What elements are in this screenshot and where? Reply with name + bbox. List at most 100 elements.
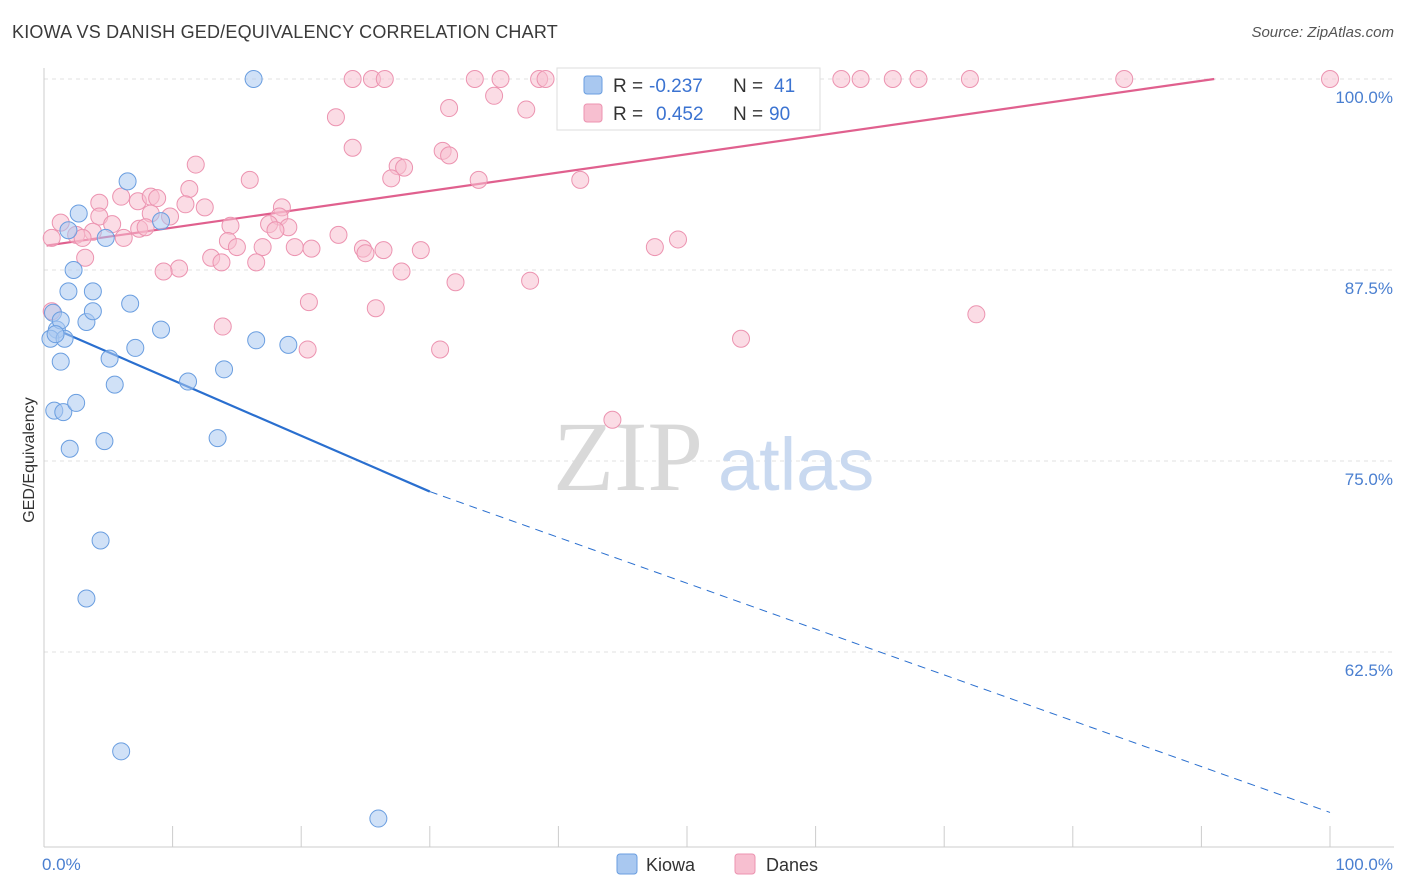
y-axis-label: GED/Equivalency <box>21 397 38 522</box>
legend-danes-r-label: R = <box>613 104 643 125</box>
danes-point-27 <box>186 155 205 174</box>
kiowa-point-0 <box>244 70 263 88</box>
kiowa-point-27 <box>67 393 86 412</box>
watermark: ZIP atlas <box>553 401 874 512</box>
kiowa-point-26 <box>54 403 73 422</box>
danes-point-58 <box>329 225 348 244</box>
kiowa-point-28 <box>95 432 114 451</box>
danes-point-78 <box>299 293 318 312</box>
kiowa-point-22 <box>215 360 234 379</box>
legend-kiowa-r-label: R = <box>613 76 643 97</box>
danes-point-83 <box>732 329 751 348</box>
kiowa-point-11 <box>83 282 102 301</box>
danes-point-19 <box>485 86 504 105</box>
danes-point-71 <box>76 248 95 267</box>
kiowa-point-12 <box>121 294 140 313</box>
data-points <box>41 70 1339 828</box>
chart-source: Source: ZipAtlas.com <box>1251 24 1394 41</box>
legend-danes-n-value: 90 <box>769 104 790 125</box>
danes-point-0 <box>343 70 362 88</box>
danes-point-33 <box>112 187 131 206</box>
danes-point-84 <box>967 305 986 324</box>
danes-point-11 <box>832 70 851 88</box>
kiowa-point-34 <box>369 809 388 828</box>
danes-point-82 <box>431 340 450 359</box>
danes-point-28 <box>382 169 401 188</box>
danes-point-14 <box>909 70 928 88</box>
kiowa-point-20 <box>51 352 70 371</box>
kiowa-trend-extension <box>429 491 1331 813</box>
danes-point-79 <box>366 299 385 318</box>
series-legend-danes-label: Danes <box>766 855 818 875</box>
danes-point-60 <box>253 238 272 257</box>
y-tick-label-0: 100.0% <box>1335 88 1393 107</box>
danes-point-31 <box>240 170 259 189</box>
kiowa-point-30 <box>60 439 79 458</box>
y-tick-label-3: 62.5% <box>1345 661 1393 680</box>
danes-point-17 <box>1321 70 1339 88</box>
kiowa-point-16 <box>152 320 171 339</box>
legend-kiowa-n-value: 41 <box>774 76 795 97</box>
kiowa-point-23 <box>105 375 124 394</box>
x-tick-label-left: 0.0% <box>42 855 81 874</box>
danes-point-50 <box>136 218 155 237</box>
danes-point-4 <box>491 70 510 88</box>
legend-danes-swatch <box>583 103 603 123</box>
kiowa-point-33 <box>112 742 131 761</box>
danes-point-32 <box>180 180 199 199</box>
danes-point-2 <box>375 70 394 88</box>
danes-point-66 <box>411 241 430 260</box>
y-tick-label-1: 87.5% <box>1345 279 1393 298</box>
legend-danes-r-value: 0.452 <box>656 104 704 125</box>
danes-point-81 <box>298 340 317 359</box>
danes-point-26 <box>395 158 414 177</box>
kiowa-point-24 <box>179 372 198 391</box>
danes-point-55 <box>73 228 92 247</box>
danes-point-18 <box>440 99 459 118</box>
danes-point-21 <box>326 108 345 127</box>
danes-point-85 <box>603 410 622 429</box>
kiowa-point-31 <box>91 531 110 550</box>
kiowa-point-3 <box>96 228 115 247</box>
series-legend-kiowa-swatch <box>616 853 638 875</box>
danes-trend-line <box>46 77 1215 247</box>
danes-point-77 <box>521 271 540 290</box>
danes-point-24 <box>440 146 459 165</box>
danes-point-65 <box>356 244 375 263</box>
danes-point-72 <box>247 253 266 272</box>
kiowa-point-4 <box>59 221 78 240</box>
danes-point-39 <box>195 198 214 217</box>
danes-point-61 <box>227 238 246 257</box>
legend-kiowa-r-value: -0.237 <box>649 76 703 97</box>
danes-point-87 <box>114 228 133 247</box>
danes-point-76 <box>446 273 465 292</box>
kiowa-point-35 <box>152 212 171 231</box>
legend-kiowa-n-label: N = <box>733 76 763 97</box>
danes-point-30 <box>571 170 590 189</box>
trend-lines <box>46 77 1331 813</box>
series-legend-danes-swatch <box>734 853 756 875</box>
kiowa-point-18 <box>279 335 298 354</box>
danes-point-29 <box>469 170 488 189</box>
danes-point-68 <box>668 230 687 249</box>
kiowa-point-32 <box>77 589 96 608</box>
danes-point-3 <box>465 70 484 88</box>
legend-kiowa-swatch <box>583 75 603 95</box>
watermark-atlas: atlas <box>718 423 874 506</box>
danes-point-67 <box>645 238 664 257</box>
chart-title: KIOWA VS DANISH GED/EQUIVALENCY CORRELAT… <box>12 22 558 42</box>
series-legend: Kiowa Danes <box>616 853 818 875</box>
danes-point-59 <box>285 238 304 257</box>
kiowa-point-10 <box>59 282 78 301</box>
danes-point-36 <box>148 189 167 208</box>
legend-danes-n-label: N = <box>733 104 763 125</box>
kiowa-point-36 <box>46 325 65 344</box>
danes-point-62 <box>302 239 321 258</box>
grid-lines <box>44 78 1394 653</box>
danes-point-20 <box>517 100 536 119</box>
danes-point-64 <box>374 241 393 260</box>
danes-point-15 <box>960 70 979 88</box>
tick-labels: 100.0% 87.5% 75.0% 62.5% 0.0% 100.0% <box>42 88 1393 874</box>
danes-point-74 <box>154 262 173 281</box>
